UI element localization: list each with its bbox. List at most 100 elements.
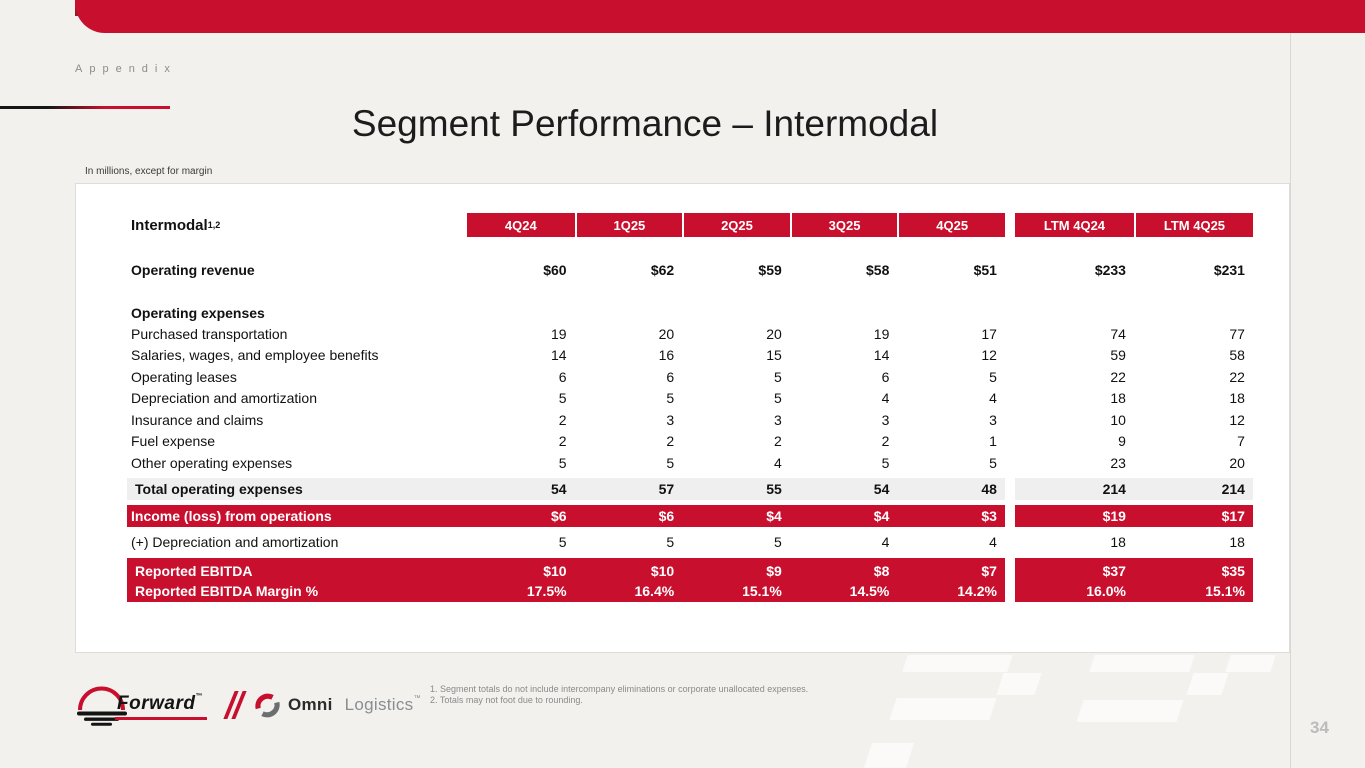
column-gap (1005, 531, 1015, 553)
value-cell: $10 (467, 557, 575, 580)
ltm-value-cell (1015, 302, 1134, 323)
checker-tile (1089, 655, 1195, 672)
row-label: Income (loss) from operations (127, 504, 467, 527)
table-row: Reported EBITDA Margin % 17.5% 16.4% 15.1% 1… (127, 579, 1253, 602)
ltm-value-cell: 18 (1110, 390, 1126, 407)
row-label: Operating revenue (131, 262, 255, 278)
column-gap (1005, 580, 1015, 602)
column-header: 3Q25 (789, 213, 898, 237)
table-row: Fuel expense 2 2 2 2 1 9 7 (127, 431, 1253, 453)
value-cell: 5 (666, 534, 675, 550)
value-cell: $9 (682, 557, 790, 580)
value-cell: 14 (873, 347, 890, 364)
slide-title: Segment Performance – Intermodal (351, 103, 939, 144)
section-eyebrow: Appendix (75, 63, 177, 75)
table-row: (+) Depreciation and amortization 5 5 5 4 4 18… (127, 531, 1253, 553)
table-row: Depreciation and amortization 5 5 5 4 4 18 18 (127, 388, 1253, 410)
value-cell: $60 (543, 262, 567, 278)
value-cell: 4 (881, 534, 890, 550)
checker-tile (1186, 673, 1229, 695)
column-header: 1Q25 (574, 213, 683, 237)
value-cell: 5 (881, 454, 890, 471)
value-cell (682, 302, 790, 323)
ltm-value-cell: 20 (1229, 454, 1245, 471)
value-cell: $58 (866, 262, 890, 278)
footnotes: 1. Segment totals do not include interco… (430, 684, 808, 706)
value-cell: 5 (989, 454, 997, 471)
value-cell: 2 (881, 433, 890, 450)
column-gap (1005, 345, 1015, 367)
checker-tile (902, 655, 1013, 672)
value-cell: 19 (551, 325, 567, 342)
row-label: Purchased transportation (131, 325, 288, 342)
segment-performance-table: Intermodal 1,2 4Q24 1Q25 2Q25 3Q25 4Q25 LTM 4Q2… (127, 213, 1253, 602)
omni-logistics-logo: Omni Logistics™ (255, 693, 421, 718)
value-cell: $6 (467, 504, 575, 527)
ltm-value-cell: 12 (1229, 411, 1245, 428)
row-label: Reported EBITDA (127, 557, 467, 580)
column-header: 2Q25 (682, 213, 790, 237)
value-cell: $51 (973, 262, 997, 278)
column-gap (1005, 452, 1015, 474)
value-cell (467, 302, 575, 323)
column-gap (1005, 478, 1015, 500)
ltm-value-cell: $37 (1014, 557, 1134, 580)
value-cell: 14.2% (897, 579, 1005, 602)
table-row: Operating leases 6 6 5 6 5 22 22 (127, 366, 1253, 388)
value-cell: 48 (897, 478, 1005, 500)
column-gap (1005, 388, 1015, 410)
right-edge-divider (1290, 33, 1291, 768)
row-label: (+) Depreciation and amortization (131, 534, 339, 550)
footnote-1: 1. Segment totals do not include interco… (430, 684, 809, 694)
value-cell: 5 (558, 390, 567, 407)
row-label: Reported EBITDA Margin % (127, 579, 467, 602)
ltm-column-header: LTM 4Q25 (1133, 213, 1253, 237)
value-cell: 16 (658, 347, 675, 364)
checker-tile (1225, 655, 1276, 672)
value-cell: $62 (650, 262, 675, 278)
ltm-value-cell: 77 (1229, 325, 1245, 342)
value-cell: 3 (989, 411, 997, 428)
checker-tile (863, 743, 915, 768)
ltm-value-cell: 15.1% (1133, 579, 1253, 602)
ltm-value-cell: $35 (1133, 557, 1253, 580)
value-cell: 5 (558, 454, 567, 471)
column-gap (1005, 323, 1015, 345)
column-header: 4Q24 (467, 213, 575, 237)
ltm-value-cell: $17 (1133, 504, 1253, 527)
value-cell: 2 (773, 433, 782, 450)
value-cell: 15.1% (682, 579, 790, 602)
value-cell: $59 (758, 262, 782, 278)
table-row: Income (loss) from operations $6 $6 $4 $4 $3 $… (127, 504, 1253, 527)
forward-logo-icon (77, 686, 127, 726)
ltm-value-cell: 18 (1110, 534, 1126, 550)
value-cell: 55 (682, 478, 790, 500)
value-cell: $3 (897, 504, 1005, 527)
ltm-value-cell: 214 (1133, 478, 1253, 500)
column-gap (1005, 213, 1015, 237)
row-label: Operating leases (131, 368, 237, 385)
ltm-value-cell: 18 (1229, 534, 1245, 550)
value-cell: 6 (881, 368, 890, 385)
checker-tile (1076, 700, 1184, 722)
value-cell: $6 (574, 504, 683, 527)
ltm-value-cell: $19 (1014, 504, 1134, 527)
page-number: 34 (1310, 718, 1329, 737)
value-cell: $7 (897, 557, 1005, 580)
omni-trademark: ™ (413, 695, 421, 702)
ltm-value-cell: 23 (1110, 454, 1126, 471)
ltm-value-cell: 16.0% (1014, 579, 1134, 602)
omni-wordmark-light: Logistics™ (344, 695, 421, 714)
value-cell: 4 (881, 390, 890, 407)
footnote-2: 2. Totals may not foot due to rounding. (430, 695, 583, 705)
value-cell: 6 (666, 368, 675, 385)
value-cell: $4 (789, 504, 898, 527)
value-cell (790, 302, 898, 323)
table-header-row: Intermodal 1,2 4Q24 1Q25 2Q25 3Q25 4Q25 LTM 4Q2… (127, 213, 1253, 237)
column-gap (1005, 558, 1015, 580)
table-row: Reported EBITDA $10 $10 $9 $8 $7 $37 $35 (127, 557, 1253, 580)
logo-divider-slashes (223, 691, 247, 719)
checker-tile (889, 698, 997, 720)
table-row: Total operating expenses 54 57 55 54 48 214 214 (127, 478, 1253, 500)
table-row: Insurance and claims 2 3 3 3 3 10 12 (127, 409, 1253, 431)
